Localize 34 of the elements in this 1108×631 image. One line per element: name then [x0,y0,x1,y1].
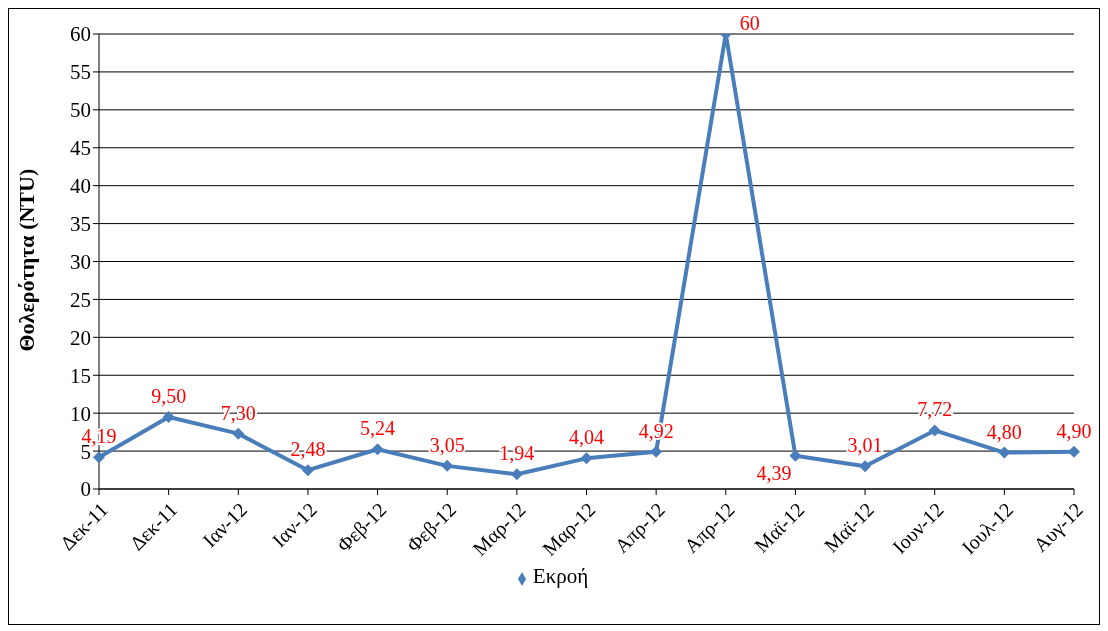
data-label: 4,04 [569,426,604,449]
point [232,427,245,440]
point [928,424,941,437]
y-tick-label: 0 [80,477,91,502]
y-tick-label: 60 [70,22,91,47]
point [301,464,314,477]
point [789,449,802,462]
data-label: 3,01 [847,434,883,457]
point [441,459,454,472]
y-tick-label: 55 [70,60,91,85]
point [1068,445,1080,458]
data-label: 4,90 [1056,419,1092,442]
data-label: 9,50 [151,384,187,407]
y-tick-label: 15 [70,363,91,388]
y-tick-label: 50 [70,98,91,123]
y-axis-title: Θολερότητα (NTU) [13,168,39,352]
y-tick-label: 20 [70,325,91,350]
y-tick-label: 45 [70,136,91,161]
legend-label: Εκροή [532,564,589,588]
data-label: 3,05 [429,433,465,456]
data-label: 60 [739,12,760,34]
point [859,460,872,473]
data-label: 4,80 [986,420,1022,443]
data-label: 5,24 [360,417,396,440]
point [93,451,105,464]
data-label: 4,39 [756,461,792,484]
point [162,410,175,423]
point [371,443,384,456]
y-tick-label: 30 [70,249,91,274]
y-tick-label: 25 [70,287,91,312]
y-tick-label: 10 [70,401,91,426]
point [580,452,593,465]
y-tick-label: 35 [70,212,91,237]
y-tick-label: 40 [70,174,91,199]
